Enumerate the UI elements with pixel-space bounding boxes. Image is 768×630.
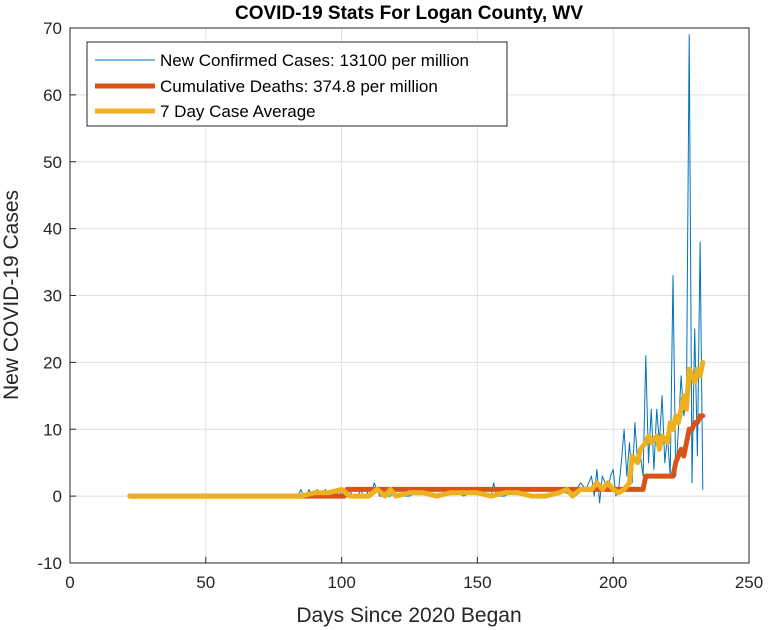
series-new-confirmed-cases: [129, 34, 704, 504]
x-tick-label: 50: [196, 573, 215, 592]
x-tick-label: 200: [599, 573, 627, 592]
legend-box: [86, 41, 508, 127]
legend: New Confirmed Cases: 13100 per million C…: [86, 41, 508, 127]
x-tick-label: 0: [65, 573, 74, 592]
y-tick-label: 60: [43, 86, 62, 105]
y-tick-label: 20: [43, 353, 62, 372]
x-tick-label: 250: [735, 573, 763, 592]
legend-label-new-cases: New Confirmed Cases: 13100 per million: [160, 51, 469, 70]
y-tick-label: 40: [43, 220, 62, 239]
x-axis-label: Days Since 2020 Began: [296, 604, 521, 627]
y-tick-label: 50: [43, 153, 62, 172]
y-tick-label: -10: [37, 554, 62, 573]
series-cumulative-deaths: [127, 413, 706, 499]
x-tick-label: 100: [327, 573, 355, 592]
y-tick-label: 70: [43, 19, 62, 38]
legend-label-cumulative-deaths: Cumulative Deaths: 374.8 per million: [160, 77, 438, 96]
legend-label-7-day-average: 7 Day Case Average: [160, 102, 316, 121]
x-tick-label: 150: [463, 573, 491, 592]
chart-title: COVID-19 Stats For Logan County, WV: [235, 3, 583, 24]
series-lines: [127, 34, 706, 504]
y-tick-label: 10: [43, 420, 62, 439]
series-7-day-case-average: [127, 359, 706, 499]
y-tick-label: 0: [53, 487, 62, 506]
y-tick-label: 30: [43, 287, 62, 306]
y-axis-label: New COVID-19 Cases: [0, 190, 23, 400]
